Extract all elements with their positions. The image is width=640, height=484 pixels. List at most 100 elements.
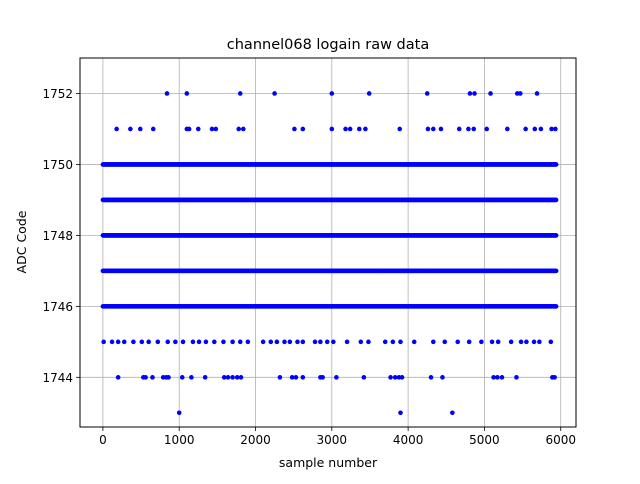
data-point [221, 339, 226, 345]
y-axis: 1744 1746 1748 1750 1752 [42, 87, 80, 385]
data-point [334, 375, 339, 380]
data-point [343, 126, 348, 132]
data-point [466, 126, 471, 132]
data-point [518, 339, 524, 345]
data-point [329, 126, 335, 132]
data-point [272, 91, 277, 96]
data-point [184, 91, 190, 96]
data-point [440, 375, 445, 380]
data-point [320, 375, 325, 380]
data-point [548, 339, 554, 345]
x-tick-label: 6000 [545, 433, 576, 447]
data-point [143, 375, 148, 380]
data-point [300, 339, 306, 345]
data-point [553, 126, 558, 132]
data-point [392, 375, 398, 380]
data-point [479, 339, 484, 345]
data-point [282, 339, 287, 345]
data-point [488, 91, 493, 96]
y-tick-label: 1748 [42, 229, 73, 243]
data-point [312, 339, 318, 345]
data-point [358, 339, 364, 345]
data-point [366, 91, 372, 96]
data-point [344, 339, 350, 345]
data-point [300, 375, 306, 380]
x-tick-label: 0 [99, 433, 107, 447]
data-point [329, 91, 335, 96]
data-point [318, 339, 323, 345]
data-point [531, 339, 537, 345]
data-point [213, 126, 219, 132]
data-point [442, 339, 448, 345]
data-point [230, 339, 235, 345]
data-point [398, 410, 403, 416]
data-point [234, 375, 240, 380]
data-point [230, 375, 235, 380]
data-point [164, 91, 170, 96]
data-point [331, 339, 336, 345]
data-point [537, 339, 542, 345]
data-point [139, 339, 145, 345]
data-point [398, 339, 403, 345]
data-point [495, 375, 500, 380]
data-point [471, 126, 477, 132]
data-point [287, 339, 293, 345]
x-axis-label: sample number [279, 455, 378, 470]
x-axis: 0 1000 2000 3000 4000 5000 6000 [99, 427, 576, 447]
data-point [552, 375, 557, 380]
y-axis-label: ADC Code [14, 210, 29, 273]
data-point [456, 126, 462, 132]
x-tick-label: 2000 [240, 433, 271, 447]
data-point [240, 126, 246, 132]
data-point [292, 126, 297, 132]
data-point [382, 339, 388, 345]
data-point [455, 339, 461, 345]
data-point [450, 410, 455, 416]
data-point [538, 126, 544, 132]
data-point [499, 375, 505, 380]
data-point [484, 126, 490, 132]
data-point [225, 375, 231, 380]
data-point [399, 375, 405, 380]
data-point [411, 339, 417, 345]
data-point [150, 375, 155, 380]
data-point [245, 339, 251, 345]
data-point [466, 339, 472, 345]
data-point [150, 126, 156, 132]
data-point [268, 339, 274, 345]
data-point [356, 126, 362, 132]
data-point [388, 375, 393, 380]
data-point [295, 339, 300, 345]
data-point [195, 126, 201, 132]
data-point [472, 91, 477, 96]
chart-title: channel068 logain raw data [227, 37, 429, 53]
data-point [173, 339, 178, 345]
plot-frame [79, 57, 577, 428]
data-point [553, 197, 559, 203]
data-point [549, 126, 554, 132]
data-point [431, 339, 436, 345]
data-point [146, 339, 151, 345]
data-point [101, 339, 106, 345]
x-tick-label: 1000 [164, 433, 195, 447]
data-point [165, 339, 171, 345]
data-point [114, 126, 119, 132]
points-layer [100, 91, 559, 416]
data-point [347, 126, 353, 132]
data-point [553, 162, 559, 167]
data-point [137, 126, 143, 132]
data-point [438, 126, 444, 132]
data-point [495, 339, 501, 345]
data-point [186, 126, 192, 132]
data-point [428, 375, 434, 380]
x-tick-label: 4000 [393, 433, 424, 447]
data-point [361, 375, 367, 380]
data-point [534, 91, 540, 96]
data-point [203, 339, 209, 345]
data-point [238, 375, 244, 380]
data-point [277, 375, 283, 380]
data-point [180, 339, 186, 345]
data-point [166, 375, 171, 380]
